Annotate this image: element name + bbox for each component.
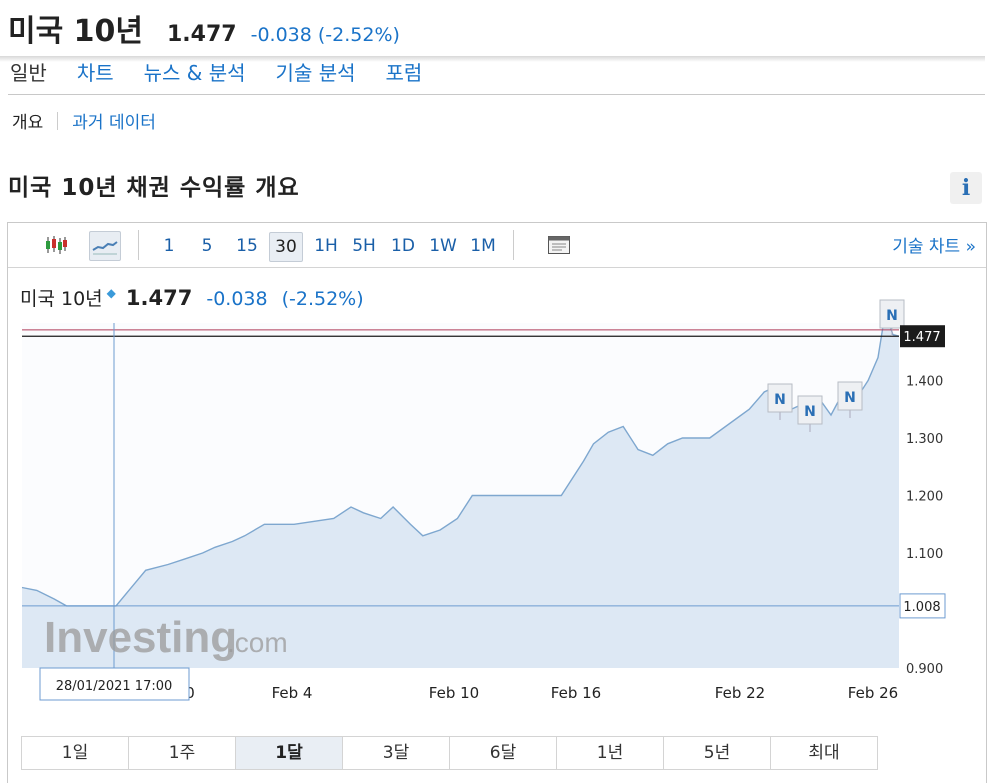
tab-chart[interactable]: 차트	[76, 61, 114, 85]
interval-1h[interactable]: 1H	[314, 236, 338, 256]
toolbar-divider	[138, 230, 139, 260]
range-selector: 1일 1주 1달 3달 6달 1년 5년 최대	[21, 736, 878, 770]
live-dot-icon: ◆	[106, 286, 116, 300]
candlestick-icon[interactable]	[41, 231, 71, 259]
toolbar-divider	[513, 230, 514, 260]
subnav-separator	[57, 111, 59, 130]
calendar-icon[interactable]	[544, 231, 574, 259]
legend-change: -0.038	[206, 288, 268, 310]
tabs-divider	[8, 94, 985, 95]
interval-15[interactable]: 15	[236, 236, 258, 256]
line-chart-icon[interactable]	[89, 231, 121, 261]
interval-1[interactable]: 1	[163, 236, 175, 256]
interval-30[interactable]: 30	[269, 232, 303, 262]
range-5y[interactable]: 5년	[663, 736, 771, 770]
interval-1w[interactable]: 1W	[429, 236, 457, 256]
legend-percent: (-2.52%)	[281, 288, 364, 310]
range-3m[interactable]: 3달	[342, 736, 450, 770]
header-shadow	[0, 56, 985, 62]
range-1y[interactable]: 1년	[556, 736, 664, 770]
range-max[interactable]: 최대	[770, 736, 878, 770]
interval-1d[interactable]: 1D	[391, 236, 415, 256]
section-title: 미국 10년 채권 수익률 개요	[8, 175, 300, 201]
technical-chart-link[interactable]: 기술 차트 »	[892, 237, 976, 257]
chart-toolbar: 1 5 15 30 1H 5H 1D 1W 1M 기술 차트 »	[8, 223, 986, 268]
chart-legend: 미국 10년 ◆ 1.477 -0.038 (-2.52%)	[20, 284, 364, 311]
legend-name: 미국 10년	[20, 288, 103, 310]
price-change: -0.038 (-2.52%)	[250, 24, 400, 46]
interval-5[interactable]: 5	[201, 236, 213, 256]
interval-5h[interactable]: 5H	[352, 236, 376, 256]
tab-news[interactable]: 뉴스 & 분석	[143, 61, 246, 85]
chart-panel: 1 5 15 30 1H 5H 1D 1W 1M 기술 차트 »	[7, 222, 987, 783]
tab-technical[interactable]: 기술 분석	[275, 61, 356, 85]
last-price: 1.477	[167, 22, 237, 47]
range-1m[interactable]: 1달	[235, 736, 343, 770]
instrument-name: 미국 10년	[8, 14, 143, 49]
sub-nav: 개요 과거 데이터	[12, 108, 156, 133]
range-1d[interactable]: 1일	[21, 736, 129, 770]
subnav-overview[interactable]: 개요	[12, 113, 44, 133]
quote-header: 미국 10년 1.477 -0.038 (-2.52%)	[8, 6, 400, 49]
range-6m[interactable]: 6달	[449, 736, 557, 770]
subnav-historical-data[interactable]: 과거 데이터	[72, 113, 156, 133]
range-1w[interactable]: 1주	[128, 736, 236, 770]
interval-1m[interactable]: 1M	[470, 236, 496, 256]
legend-price: 1.477	[125, 286, 193, 310]
tab-forum[interactable]: 포럼	[385, 61, 423, 85]
info-icon[interactable]: i	[950, 172, 982, 204]
tab-general[interactable]: 일반	[10, 61, 47, 85]
main-tabs: 일반 차트 뉴스 & 분석 기술 분석 포럼	[10, 57, 452, 86]
